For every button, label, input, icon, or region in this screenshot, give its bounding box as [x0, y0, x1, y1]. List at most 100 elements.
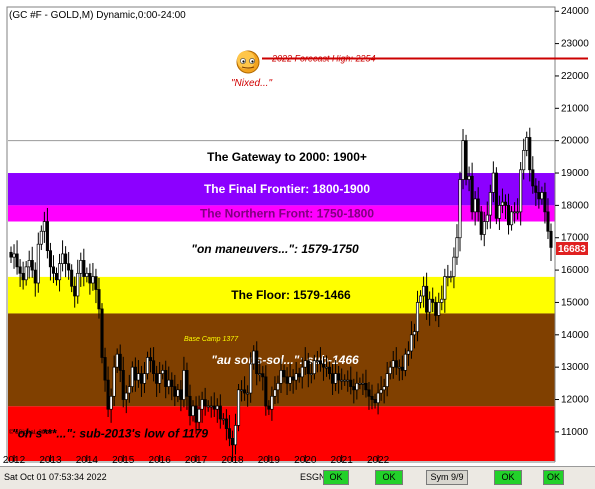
- candle-body: [394, 360, 398, 368]
- candle-body: [479, 211, 483, 235]
- candle-body: [494, 172, 498, 219]
- candle-body: [203, 399, 207, 407]
- x-axis-tick-label: 2016: [149, 455, 172, 466]
- status-ok-indicator-4[interactable]: OK: [543, 470, 564, 485]
- candle-body: [534, 185, 538, 193]
- candle-body: [106, 379, 110, 410]
- candle-body: [218, 405, 222, 420]
- candle-body: [522, 150, 526, 171]
- nixed-caption: "Nixed...": [231, 78, 272, 89]
- status-ok-indicator-3[interactable]: OK: [494, 470, 522, 485]
- candle-body: [473, 198, 477, 213]
- last-price-value: 16683: [558, 244, 586, 255]
- candle-body: [240, 389, 244, 392]
- symbol-count[interactable]: Sym 9/9: [426, 470, 468, 485]
- candle-body: [173, 386, 177, 397]
- candle-body: [346, 379, 350, 382]
- x-axis-tick-label: 2022: [367, 455, 390, 466]
- x-axis-tick-label: 2018: [221, 455, 244, 466]
- candle-body: [197, 408, 201, 423]
- candle-body: [164, 370, 168, 387]
- y-axis-tick-label: 11000: [561, 427, 589, 438]
- candle-body: [33, 269, 37, 284]
- candle-body: [312, 360, 316, 374]
- y-axis-tick-label: 12000: [561, 395, 589, 406]
- candle-body: [373, 399, 377, 404]
- candle-body: [355, 382, 359, 391]
- candle-body: [470, 175, 474, 213]
- y-axis-tick-label: 18000: [561, 200, 589, 211]
- candles-layer: [9, 127, 553, 459]
- candle-body: [349, 379, 353, 387]
- candle-body: [276, 382, 280, 391]
- status-ok-indicator-2[interactable]: OK: [375, 470, 403, 485]
- base-camp-label: Base Camp 1377: [184, 336, 239, 343]
- candle-body: [155, 373, 159, 384]
- candle-body: [500, 201, 505, 206]
- candle-body: [455, 237, 459, 258]
- candle-body: [415, 302, 420, 332]
- zone-label: The Northern Front: 1750-1800: [200, 206, 374, 220]
- candle-body: [546, 211, 550, 232]
- candle-body: [434, 302, 438, 316]
- y-axis-tick-label: 13000: [561, 362, 589, 373]
- candle-body: [282, 370, 286, 378]
- candle-body: [543, 192, 547, 213]
- candle-body: [491, 172, 495, 193]
- candle-body: [115, 353, 119, 368]
- candle-body: [391, 360, 395, 368]
- candle-body: [42, 221, 46, 232]
- x-axis-tick-label: 2015: [112, 455, 135, 466]
- candle-body: [385, 373, 389, 387]
- candle-body: [506, 205, 511, 226]
- candle-body: [358, 382, 362, 385]
- candle-body: [300, 366, 304, 378]
- candle-body: [452, 256, 456, 277]
- x-axis-tick-label: 2012: [3, 455, 26, 466]
- esgnl-ok-indicator[interactable]: OK: [323, 470, 349, 485]
- y-axis-tick-label: 21000: [561, 103, 589, 114]
- candle-body: [446, 276, 450, 278]
- candle-body: [513, 211, 517, 214]
- candle-body: [88, 272, 92, 284]
- candle-body: [21, 272, 25, 281]
- candle-body: [324, 366, 329, 369]
- candle-body: [315, 360, 319, 363]
- y-axis-tick-label: 16000: [561, 265, 589, 276]
- status-bar: Sat Oct 01 07:53:34 2022 ESGNL: OK OK Sy…: [0, 466, 595, 489]
- candle-body: [61, 253, 65, 264]
- y-axis-tick-label: 14000: [561, 330, 589, 341]
- candle-body: [130, 366, 134, 387]
- x-axis-tick-label: 2017: [185, 455, 208, 466]
- candle-body: [121, 370, 125, 400]
- status-datetime: Sat Oct 01 07:53:34 2022: [4, 472, 107, 482]
- forecast-high-label: 2022 Forecast High: 2254: [271, 53, 376, 63]
- candle-body: [124, 392, 128, 400]
- candle-body: [252, 350, 256, 365]
- candle-body: [388, 366, 392, 374]
- candle-body: [39, 230, 43, 245]
- candle-body: [149, 357, 153, 362]
- candle-body: [331, 373, 335, 384]
- candle-body: [485, 214, 489, 222]
- zone-band: [8, 406, 555, 461]
- candle-body: [528, 137, 532, 171]
- candle-body: [57, 263, 62, 281]
- candle-body: [318, 360, 322, 365]
- candle-body: [221, 418, 225, 421]
- candle-body: [285, 376, 289, 384]
- candle-body: [112, 366, 116, 397]
- candle-body: [327, 366, 332, 374]
- candle-body: [476, 198, 480, 213]
- candle-body: [246, 392, 250, 395]
- candle-body: [215, 405, 219, 410]
- candle-body: [461, 140, 465, 180]
- candle-body: [230, 438, 235, 446]
- candle-body: [258, 373, 262, 375]
- candle-body: [464, 140, 468, 180]
- candle-body: [516, 211, 520, 214]
- candle-body: [321, 363, 326, 368]
- zone-label: "au sous-sol...": sub-1466: [211, 353, 359, 367]
- candle-body: [382, 386, 386, 391]
- candle-body: [458, 179, 462, 239]
